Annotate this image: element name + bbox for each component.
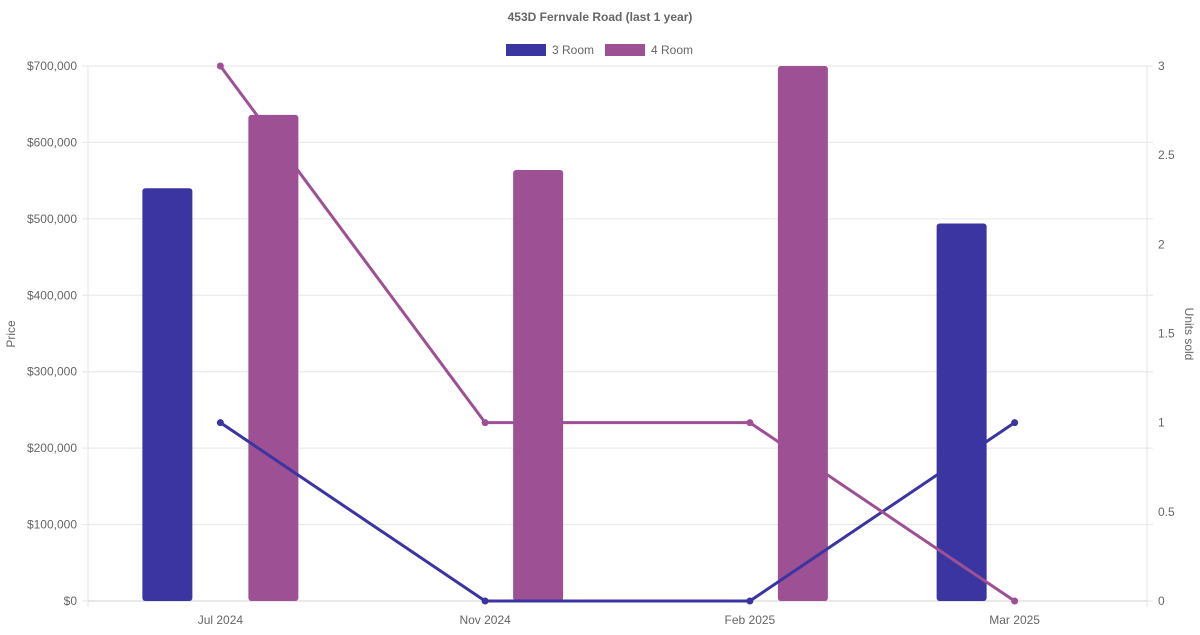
bar-4-room (777, 66, 828, 601)
x-tick-label: Mar 2025 (989, 613, 1040, 627)
y-tick-label: $300,000 (27, 365, 77, 379)
y2-tick-label: 0.5 (1158, 505, 1175, 519)
y-axis-title: Price (4, 320, 18, 348)
y2-tick-label: 0 (1158, 594, 1165, 608)
y2-tick-label: 1.5 (1158, 327, 1175, 341)
units-point-4-room (481, 419, 489, 427)
legend-swatch-4-room (605, 44, 645, 56)
y-tick-label: $600,000 (27, 135, 77, 149)
y2-tick-label: 2 (1158, 237, 1165, 251)
units-point-3-room (481, 597, 489, 605)
y-axis-left: $0 $100,000 $200,000 $300,000 $400,000 $500,0… (27, 59, 77, 608)
y-tick-label: $400,000 (27, 288, 77, 302)
units-line-4-room (219, 65, 1016, 603)
y-tick-label: $100,000 (27, 518, 77, 532)
legend-label-3-room: 3 Room (552, 43, 594, 57)
legend-item-3-room[interactable]: 3 Room (506, 43, 594, 57)
bar-3-room (936, 223, 987, 601)
units-point-3-room (216, 419, 224, 427)
units-point-4-room (216, 62, 224, 70)
y-tick-label: $200,000 (27, 441, 77, 455)
chart-title: 453D Fernvale Road (last 1 year) (508, 10, 693, 24)
bar-4-room (248, 114, 299, 602)
y-tick-label: $500,000 (27, 212, 77, 226)
y-tick-label: $700,000 (27, 59, 77, 73)
legend-swatch-3-room (506, 44, 546, 56)
bar-4-room (513, 169, 564, 601)
y-tick-label: $0 (64, 594, 78, 608)
legend[interactable]: 3 Room 4 Room (506, 43, 693, 57)
x-tick-label: Feb 2025 (725, 613, 776, 627)
price-bars (142, 66, 987, 602)
units-point-3-room (1011, 419, 1019, 427)
x-tick-label: Nov 2024 (459, 613, 511, 627)
y2-axis-title: Units sold (1182, 308, 1196, 361)
x-tick-label: Jul 2024 (198, 613, 244, 627)
units-line-3-room (219, 421, 1016, 603)
y2-tick-label: 1 (1158, 416, 1165, 430)
bar-3-room (142, 188, 193, 602)
legend-label-4-room: 4 Room (651, 43, 693, 57)
units-point-3-room (746, 597, 754, 605)
y2-tick-label: 3 (1158, 59, 1165, 73)
gridlines (82, 65, 1153, 607)
units-sold-lines (216, 62, 1019, 605)
legend-item-4-room[interactable]: 4 Room (605, 43, 693, 57)
y-axis-right: 0 0.5 1 1.5 2 2.5 3 (1158, 59, 1175, 608)
units-point-4-room (1011, 597, 1019, 605)
x-axis: Jul 2024 Nov 2024 Feb 2025 Mar 2025 (198, 613, 1041, 627)
y2-tick-label: 2.5 (1158, 148, 1175, 162)
units-point-4-room (746, 419, 754, 427)
